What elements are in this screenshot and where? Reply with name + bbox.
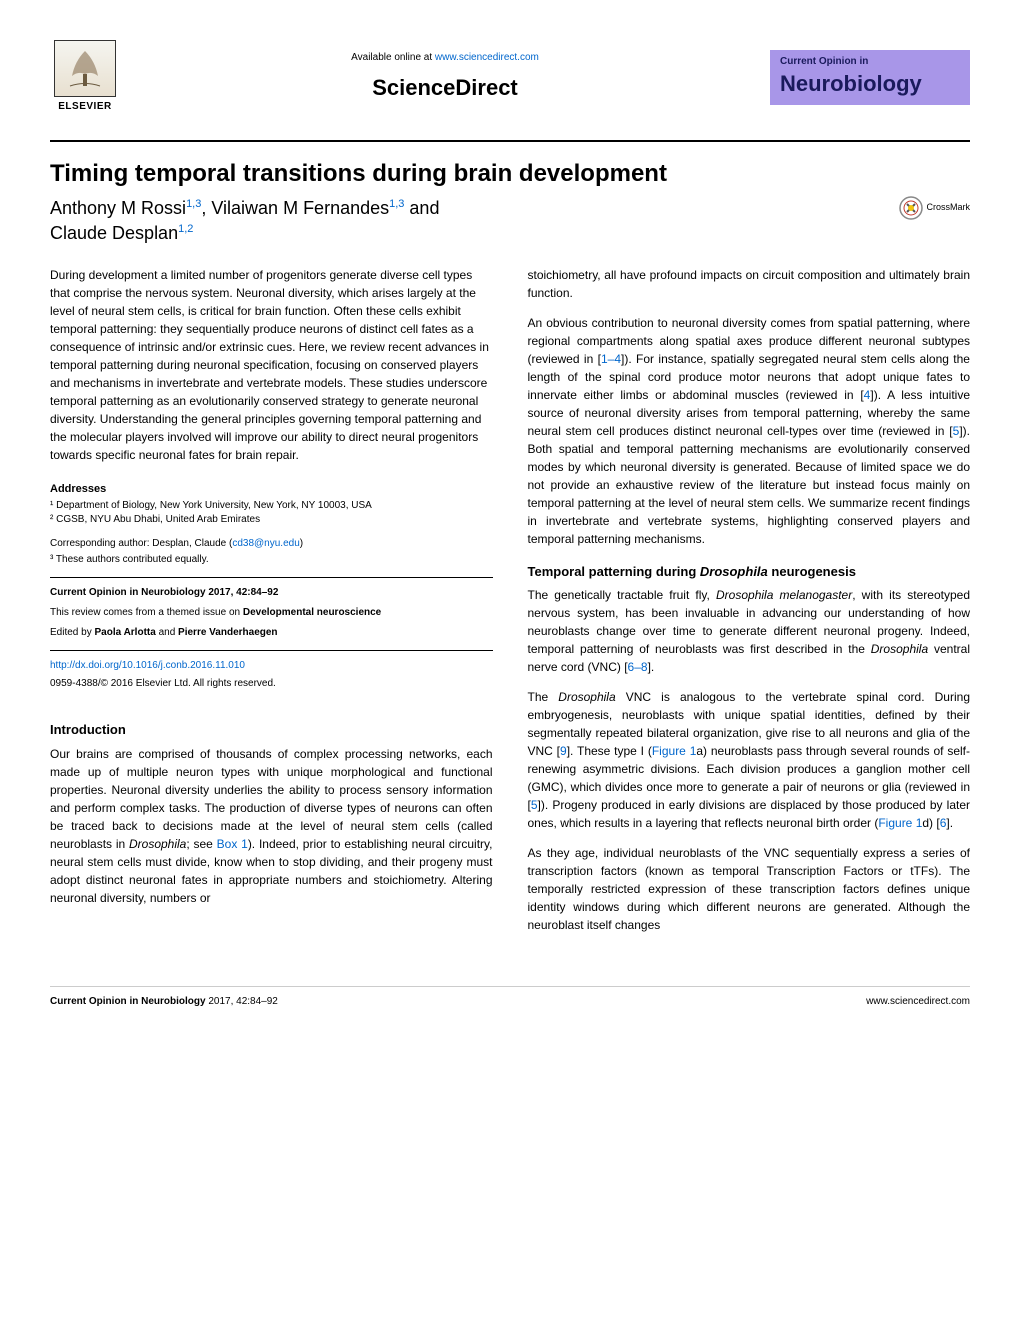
address-2: ² CGSB, NYU Abu Dhabi, United Arab Emira… xyxy=(50,513,493,527)
article-title: Timing temporal transitions during brain… xyxy=(50,157,970,191)
addresses-heading: Addresses xyxy=(50,482,493,497)
available-online-label: Available online at xyxy=(351,52,435,63)
editor-2: Pierre Vanderhaegen xyxy=(178,627,278,638)
doi-link[interactable]: http://dx.doi.org/10.1016/j.conb.2016.11… xyxy=(50,660,245,671)
elsevier-text: ELSEVIER xyxy=(58,100,111,114)
ref-9[interactable]: 9 xyxy=(560,744,567,758)
crossmark-label: CrossMark xyxy=(926,201,970,214)
crossmark-icon xyxy=(899,196,923,220)
themed-issue-name: Developmental neuroscience xyxy=(243,607,381,618)
introduction-heading: Introduction xyxy=(50,721,493,739)
section2-paragraph-2: The Drosophila VNC is analogous to the v… xyxy=(528,688,971,832)
corresponding-email[interactable]: cd38@nyu.edu xyxy=(232,538,299,549)
intro-paragraph-1: Our brains are comprised of thousands of… xyxy=(50,745,493,907)
journal-badge: Current Opinion in Neurobiology xyxy=(770,50,970,105)
elsevier-logo[interactable]: ELSEVIER xyxy=(50,40,120,115)
edited-and: and xyxy=(156,627,178,638)
author-2: , Vilaiwan M Fernandes xyxy=(201,198,389,218)
editor-1: Paola Arlotta xyxy=(94,627,155,638)
corresponding-label: Corresponding author: Desplan, Claude ( xyxy=(50,538,232,549)
author-1: Anthony M Rossi xyxy=(50,198,186,218)
left-column: During development a limited number of p… xyxy=(50,266,493,946)
address-1: ¹ Department of Biology, New York Univer… xyxy=(50,499,493,513)
themed-issue: This review comes from a themed issue on… xyxy=(50,606,493,620)
figure-1d-link[interactable]: Figure 1 xyxy=(878,816,922,830)
equal-contribution: ³ These authors contributed equally. xyxy=(50,553,493,567)
author-2-sup: 1,3 xyxy=(389,198,404,210)
elsevier-tree-icon xyxy=(54,40,116,97)
crossmark-badge[interactable]: CrossMark xyxy=(899,196,970,220)
page-footer: Current Opinion in Neurobiology 2017, 42… xyxy=(50,986,970,1009)
corresponding-end: ) xyxy=(300,538,303,549)
ref-1-4[interactable]: 1–4 xyxy=(601,352,621,366)
ref-4[interactable]: 4 xyxy=(864,388,871,402)
ref-5b[interactable]: 5 xyxy=(531,798,538,812)
section2-paragraph-3: As they age, individual neuroblasts of t… xyxy=(528,844,971,934)
footer-left: Current Opinion in Neurobiology 2017, 42… xyxy=(50,995,278,1009)
addresses: ¹ Department of Biology, New York Univer… xyxy=(50,499,493,527)
footer-right[interactable]: www.sciencedirect.com xyxy=(866,995,970,1009)
author-3: Claude Desplan xyxy=(50,223,178,243)
author-1-sup: 1,3 xyxy=(186,198,201,210)
footer-volume: 2017, 42:84–92 xyxy=(206,996,278,1007)
available-online: Available online at www.sciencedirect.co… xyxy=(120,51,770,65)
section2-paragraph-1: The genetically tractable fruit fly, Dro… xyxy=(528,586,971,676)
col2-paragraph-1: stoichiometry, all have profound impacts… xyxy=(528,266,971,302)
section2-heading: Temporal patterning during Drosophila ne… xyxy=(528,563,971,581)
journal-opinion-label: Current Opinion in xyxy=(780,55,960,69)
edited-by-label: Edited by xyxy=(50,627,94,638)
themed-issue-label: This review comes from a themed issue on xyxy=(50,607,243,618)
corresponding-author: Corresponding author: Desplan, Claude (c… xyxy=(50,537,493,551)
journal-name: Neurobiology xyxy=(780,69,960,100)
ref-6-8[interactable]: 6–8 xyxy=(628,660,648,674)
edited-by: Edited by Paola Arlotta and Pierre Vande… xyxy=(50,626,493,640)
authors: Anthony M Rossi1,3, Vilaiwan M Fernandes… xyxy=(50,196,970,246)
right-column: stoichiometry, all have profound impacts… xyxy=(528,266,971,946)
author-3-sup: 1,2 xyxy=(178,223,193,235)
top-divider xyxy=(50,140,970,142)
footer-journal: Current Opinion in Neurobiology xyxy=(50,996,206,1007)
header-center: Available online at www.sciencedirect.co… xyxy=(120,51,770,104)
meta-divider-2 xyxy=(50,650,493,651)
col2-paragraph-2: An obvious contribution to neuronal dive… xyxy=(528,314,971,548)
author-and: and xyxy=(404,198,439,218)
two-column-layout: During development a limited number of p… xyxy=(50,266,970,946)
meta-divider-1 xyxy=(50,577,493,578)
ref-6[interactable]: 6 xyxy=(940,816,947,830)
doi: http://dx.doi.org/10.1016/j.conb.2016.11… xyxy=(50,659,493,673)
journal-info: Current Opinion in Neurobiology 2017, 42… xyxy=(50,586,493,600)
box-1-link[interactable]: Box 1 xyxy=(217,837,248,851)
ref-5[interactable]: 5 xyxy=(953,424,960,438)
figure-1a-link[interactable]: Figure 1 xyxy=(652,744,697,758)
abstract: During development a limited number of p… xyxy=(50,266,493,464)
sciencedirect-url-link[interactable]: www.sciencedirect.com xyxy=(435,52,539,63)
copyright: 0959-4388/© 2016 Elsevier Ltd. All right… xyxy=(50,677,493,691)
header-row: ELSEVIER Available online at www.science… xyxy=(50,40,970,115)
sciencedirect-logo[interactable]: ScienceDirect xyxy=(120,73,770,104)
